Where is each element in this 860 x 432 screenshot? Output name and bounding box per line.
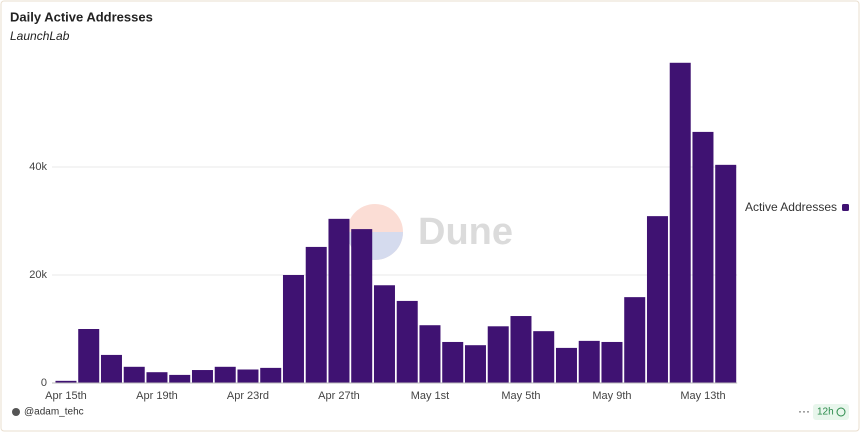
x-tick-label: Apr 15th [45,390,87,402]
author[interactable]: @adam_tehc [24,407,84,418]
y-tick-label: 0 [41,377,47,389]
legend-label: Active Addresses [745,200,837,214]
x-tick-label: Apr 19th [136,390,178,402]
bar [601,341,623,383]
bar [442,341,464,383]
bar [260,367,282,383]
x-tick-label: May 1st [411,390,450,402]
x-tick-label: May 5th [501,390,540,402]
bar [624,297,646,383]
chart-title: Daily Active Addresses [10,9,153,24]
bar [715,164,737,383]
bar [282,275,304,383]
bar [305,246,327,383]
bar [123,366,145,383]
author-icon [12,408,20,416]
bar [578,340,600,383]
bar [487,326,509,383]
bar [555,347,577,383]
bar [692,131,714,383]
x-tick-label: May 13th [680,390,725,402]
bar [533,331,555,383]
refresh-icon [836,407,846,417]
x-tick-label: May 9th [592,390,631,402]
bar [419,325,441,383]
bar [100,354,122,383]
refresh: 12h [817,407,834,418]
bar [464,345,486,383]
bar [373,285,395,383]
y-tick-label: 40k [29,161,47,173]
chart-subtitle: LaunchLab [10,29,70,43]
bar [328,218,350,383]
x-tick-label: Apr 27th [318,390,360,402]
bar [396,300,418,383]
bar [351,229,373,383]
menu[interactable]: ··· [798,404,810,418]
bar [146,372,168,383]
bar [214,366,236,383]
bar [510,316,532,383]
bar [191,370,213,383]
legend-swatch [842,204,849,211]
bar [669,62,691,383]
y-tick-label: 20k [29,269,47,281]
bar [237,369,259,383]
bar [55,380,77,383]
bar [169,374,191,383]
x-tick-label: Apr 23rd [227,390,269,402]
bar [78,329,100,383]
bar [646,216,668,383]
watermark-text: Dune [418,211,513,253]
